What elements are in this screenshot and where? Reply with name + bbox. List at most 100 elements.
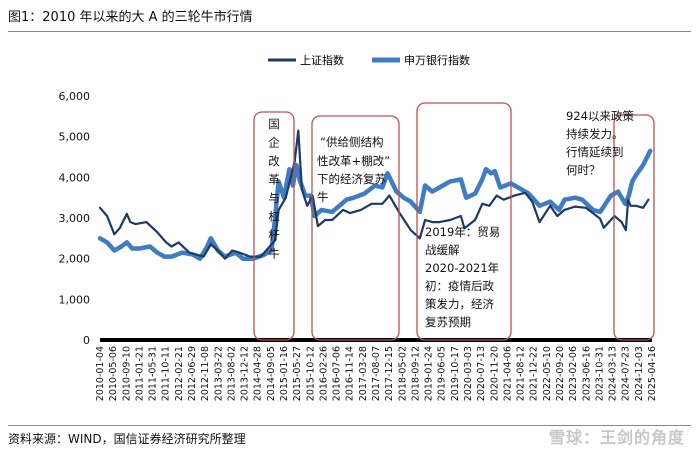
series-line-sh-point bbox=[635, 205, 637, 207]
series-line-bank-point bbox=[642, 164, 644, 166]
source-divider bbox=[8, 425, 691, 426]
series-line-bank-point bbox=[106, 241, 108, 244]
series-line-bank-point bbox=[120, 245, 123, 248]
annotation-bull1-char: 企 bbox=[268, 136, 280, 150]
watermark: 雪球：王剑的角度 bbox=[548, 428, 685, 447]
x-tick-label: 2024-07-23 bbox=[621, 346, 632, 401]
series-line-bank-point bbox=[352, 196, 355, 199]
x-tick-label: 2013-12-12 bbox=[240, 346, 251, 401]
x-tick-label: 2015-10-12 bbox=[305, 346, 316, 401]
annotation-bull1-char: 改 bbox=[268, 154, 280, 168]
x-tick-label: 2013-03-22 bbox=[213, 346, 224, 401]
series-line-sh-point bbox=[231, 249, 233, 252]
x-tick-label: 2011-05-31 bbox=[148, 346, 159, 401]
x-tick-label: 2010-01-04 bbox=[95, 346, 106, 401]
series-line-bank-point bbox=[631, 180, 634, 183]
series-line-bank-point bbox=[538, 205, 541, 207]
y-tick-label: 2,000 bbox=[59, 253, 91, 266]
series-line-sh-point bbox=[202, 255, 205, 258]
series-line-sh-point bbox=[531, 200, 534, 203]
series-line-bank-point bbox=[617, 190, 619, 193]
series-line-sh-point bbox=[463, 227, 466, 229]
series-line-bank-point bbox=[170, 255, 173, 258]
highlight-box-bull2 bbox=[311, 115, 400, 341]
series-line-bank-point bbox=[449, 180, 451, 183]
series-line-bank-point bbox=[277, 180, 280, 183]
x-tick-label: 2015-05-27 bbox=[292, 346, 303, 401]
x-tick-label: 2013-08-02 bbox=[226, 346, 237, 401]
x-tick-label: 2022-09-20 bbox=[555, 346, 566, 401]
series-line-bank-point bbox=[381, 186, 384, 189]
series-line-sh-point bbox=[134, 223, 137, 225]
x-tick-label: 2017-03-28 bbox=[358, 346, 369, 401]
series-line-bank-point bbox=[206, 245, 208, 248]
series-line-sh-point bbox=[342, 209, 344, 211]
annotation-bull4: 924以来政策 持续发力。 行情延续到 何时？ bbox=[566, 109, 634, 177]
series-line-bank-point bbox=[163, 255, 166, 258]
series-line-sh-point bbox=[488, 205, 491, 207]
series-line-sh-point bbox=[249, 255, 251, 258]
series-line-sh-point bbox=[165, 241, 167, 244]
series-line-sh-point bbox=[99, 207, 101, 209]
annotation-bull3: 2019年：贸易 战缓解 2020-2021年 初：疫情后政 策发力，经济 复苏… bbox=[425, 225, 500, 329]
annotation-bull4-line3: 行情延续到 bbox=[566, 145, 624, 159]
legend-label-sh: 上证指数 bbox=[300, 53, 344, 67]
annotation-bull3-line3: 2020-2021年 bbox=[425, 261, 499, 275]
series-line-sh-point bbox=[399, 213, 401, 215]
series-line-sh-point bbox=[513, 194, 516, 197]
series-line-bank bbox=[97, 148, 653, 261]
series-line-bank-point bbox=[363, 192, 366, 195]
series-line-sh-point bbox=[156, 231, 158, 233]
annotation-bull3-line1: 2019年：贸易 bbox=[425, 225, 500, 239]
highlight-box-bull4 bbox=[613, 114, 655, 341]
series-line-sh-point bbox=[524, 192, 526, 194]
y-tick-label: 6,000 bbox=[59, 90, 91, 103]
series-line-bank-point bbox=[649, 150, 651, 152]
series-line-sh-point bbox=[274, 239, 276, 242]
series-line-sh-point bbox=[126, 213, 128, 215]
series-line-bank-point bbox=[402, 196, 405, 199]
x-tick-label: 2012-02-21 bbox=[174, 346, 185, 401]
series-line-sh-point bbox=[595, 215, 598, 217]
series-line-sh-point bbox=[297, 129, 300, 132]
y-tick-label: 0 bbox=[83, 334, 90, 347]
series-line-bank-point bbox=[628, 194, 630, 197]
series-line-sh-point bbox=[538, 221, 541, 223]
series-line-bank-point bbox=[549, 200, 551, 203]
title-divider bbox=[8, 31, 691, 32]
annotation-bull2-line1: “供给侧结构 bbox=[320, 135, 383, 149]
annotation-bull3-line6: 复苏预期 bbox=[425, 315, 471, 329]
series-line-sh-point bbox=[495, 194, 498, 197]
series-line-sh-point bbox=[642, 207, 644, 209]
series-line-bank-point bbox=[499, 186, 502, 189]
series-line-bank-point bbox=[438, 186, 441, 189]
series-line-sh-point bbox=[556, 215, 559, 217]
x-tick-label: 2021-12-22 bbox=[529, 346, 540, 401]
series-line-bank-point bbox=[558, 209, 560, 211]
series-line-bank-point bbox=[242, 257, 244, 260]
x-tick-label: 2010-05-06 bbox=[108, 346, 119, 401]
series-line-bank-point bbox=[610, 194, 612, 197]
series-line-sh-point bbox=[574, 205, 576, 208]
series-line-sh-point bbox=[419, 237, 421, 240]
x-tick-label: 2011-10-11 bbox=[161, 346, 172, 401]
series-line-bank-point bbox=[126, 241, 128, 244]
series-line-bank-point bbox=[460, 178, 462, 181]
highlight-box-bull3 bbox=[416, 102, 512, 341]
series-line-sh-point bbox=[599, 218, 601, 220]
x-tick-label: 2017-08-07 bbox=[371, 346, 382, 401]
annotation-bull1-char: 杠 bbox=[268, 210, 280, 224]
series-line-sh-point bbox=[481, 203, 484, 205]
series-line-sh-point bbox=[460, 215, 462, 217]
series-line-sh-point bbox=[381, 203, 384, 205]
series-line-bank-point bbox=[527, 192, 530, 195]
annotation-bull2-line4: 牛 bbox=[317, 190, 329, 204]
legend: 上证指数 申万银行指数 bbox=[268, 53, 470, 67]
x-tick-label: 2023-06-16 bbox=[581, 346, 592, 401]
series-line-sh-point bbox=[324, 219, 326, 221]
series-line-bank-point bbox=[331, 211, 334, 213]
series-line-sh-point bbox=[474, 219, 476, 221]
series-line-bank-point bbox=[474, 192, 476, 195]
series-line-sh-point bbox=[170, 245, 173, 248]
x-tick-label: 2016-11-14 bbox=[345, 346, 356, 401]
